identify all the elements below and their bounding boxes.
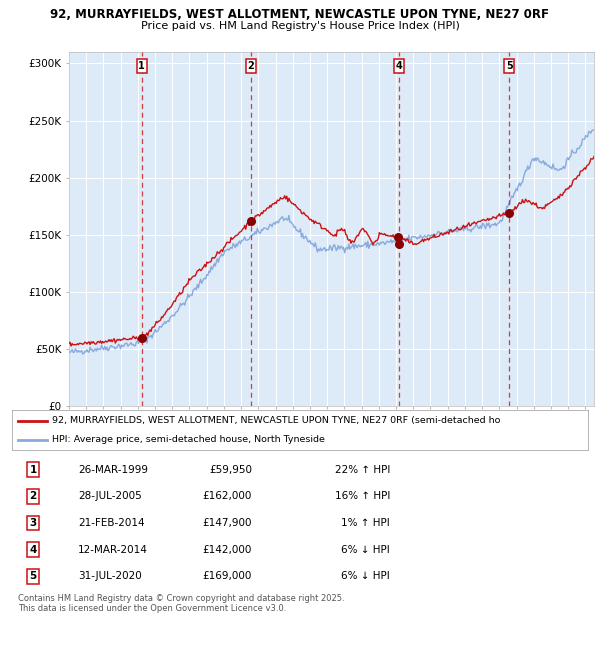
- Text: £147,900: £147,900: [203, 518, 252, 528]
- Text: 31-JUL-2020: 31-JUL-2020: [78, 571, 142, 581]
- Text: 3: 3: [29, 518, 37, 528]
- Text: 21-FEB-2014: 21-FEB-2014: [78, 518, 145, 528]
- Text: 2: 2: [248, 61, 254, 71]
- Text: 1: 1: [29, 465, 37, 474]
- Text: 28-JUL-2005: 28-JUL-2005: [78, 491, 142, 501]
- Text: 5: 5: [506, 61, 512, 71]
- Text: 2: 2: [29, 491, 37, 501]
- Text: Price paid vs. HM Land Registry's House Price Index (HPI): Price paid vs. HM Land Registry's House …: [140, 21, 460, 31]
- Text: Contains HM Land Registry data © Crown copyright and database right 2025.
This d: Contains HM Land Registry data © Crown c…: [18, 593, 344, 613]
- Text: 92, MURRAYFIELDS, WEST ALLOTMENT, NEWCASTLE UPON TYNE, NE27 0RF: 92, MURRAYFIELDS, WEST ALLOTMENT, NEWCAS…: [50, 8, 550, 21]
- Text: 5: 5: [29, 571, 37, 581]
- Text: 4: 4: [29, 545, 37, 554]
- Text: HPI: Average price, semi-detached house, North Tyneside: HPI: Average price, semi-detached house,…: [52, 436, 325, 444]
- Text: £59,950: £59,950: [209, 465, 252, 474]
- Text: 4: 4: [396, 61, 403, 71]
- Text: 1: 1: [139, 61, 145, 71]
- Text: £162,000: £162,000: [203, 491, 252, 501]
- Text: 26-MAR-1999: 26-MAR-1999: [78, 465, 148, 474]
- Text: 1% ↑ HPI: 1% ↑ HPI: [341, 518, 390, 528]
- Text: 22% ↑ HPI: 22% ↑ HPI: [335, 465, 390, 474]
- Text: £142,000: £142,000: [203, 545, 252, 554]
- Text: 12-MAR-2014: 12-MAR-2014: [78, 545, 148, 554]
- Text: 16% ↑ HPI: 16% ↑ HPI: [335, 491, 390, 501]
- Text: 6% ↓ HPI: 6% ↓ HPI: [341, 571, 390, 581]
- Text: 6% ↓ HPI: 6% ↓ HPI: [341, 545, 390, 554]
- Text: 92, MURRAYFIELDS, WEST ALLOTMENT, NEWCASTLE UPON TYNE, NE27 0RF (semi-detached h: 92, MURRAYFIELDS, WEST ALLOTMENT, NEWCAS…: [52, 416, 500, 425]
- Text: £169,000: £169,000: [203, 571, 252, 581]
